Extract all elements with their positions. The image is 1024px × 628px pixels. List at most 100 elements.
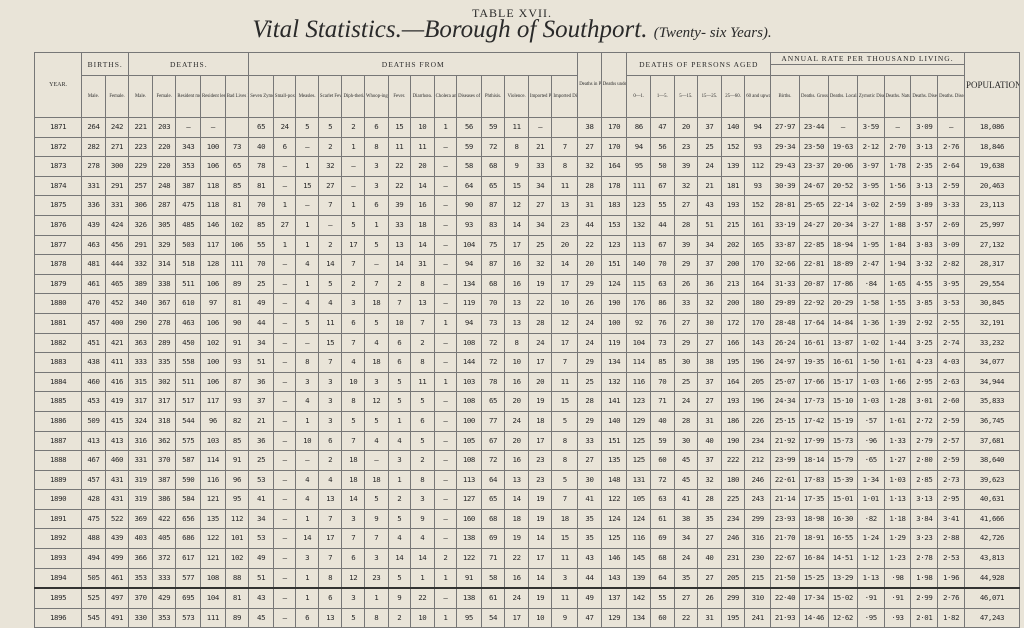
table-cell: 424 — [104, 214, 130, 236]
table-cell: 3·13 — [910, 489, 939, 510]
table-cell: 353 — [151, 607, 177, 628]
table-cell: 11 — [551, 175, 579, 197]
table-cell: 3 — [295, 548, 319, 569]
table-cell: 370 — [128, 587, 153, 609]
table-cell: 2·82 — [937, 254, 965, 275]
table-cell: 29 — [577, 273, 602, 295]
table-cell: 36,745 — [963, 410, 1021, 432]
table-cell: 124 — [600, 508, 628, 530]
table-cell: 10 — [387, 312, 412, 334]
table-cell: 22·85 — [798, 234, 829, 256]
document-header: TABLE XVII. Vital Statistics.—Borough of… — [0, 0, 1024, 44]
table-cell: 106 — [200, 273, 226, 295]
table-cell: 372 — [151, 548, 177, 569]
table-cell: 29 — [673, 332, 699, 354]
table-cell: — — [433, 450, 458, 471]
table-cell: 1 — [433, 117, 458, 138]
group-births: BIRTHS. — [81, 52, 130, 76]
table-row: 1891 475 522 369 422 656 135 112 34—1 7 3 9 5 9—160 68… — [33, 508, 1021, 530]
table-row: 1890 428 431 319 386 584 121 95 41—4 13 14 5 2 3—127 6… — [33, 489, 1021, 510]
table-cell: 43 — [577, 548, 602, 569]
table-cell: 3·01 — [910, 391, 939, 412]
table-cell: 20 — [504, 391, 529, 412]
table-cell: 1·88 — [883, 214, 912, 236]
table-cell: 2·74 — [937, 332, 965, 354]
table-row: 1895 525 497 370 429 695 104 81 43—1 6 3 1 9 22—138 61… — [33, 587, 1021, 609]
table-cell: 1·36 — [856, 312, 885, 334]
table-cell: — — [433, 195, 458, 216]
table-cell: 17 — [317, 528, 343, 550]
table-cell: 2 — [410, 332, 435, 354]
table-cell: 2 — [387, 273, 412, 295]
table-cell: 463 — [81, 234, 106, 256]
col-resident-more: Resident more than One Year — [175, 75, 202, 118]
table-cell: 26 — [577, 293, 602, 314]
table-cell: 70 — [650, 371, 675, 393]
table-cell: — — [295, 450, 319, 471]
table-cell: 1·03 — [856, 391, 885, 412]
table-cell: 94 — [744, 117, 772, 138]
table-cell: 93 — [744, 136, 772, 158]
table-cell: 5 — [341, 410, 365, 432]
table-cell: 3 — [387, 450, 412, 471]
table-cell: 573 — [175, 607, 202, 628]
table-cell: 215 — [744, 567, 772, 589]
table-cell: 3·23 — [910, 528, 939, 550]
table-cell: 33·19 — [770, 214, 800, 236]
table-cell: — — [433, 273, 458, 295]
table-cell: 34 — [673, 528, 699, 550]
table-cell: — — [272, 450, 297, 471]
row-year-cell: 1895 — [33, 587, 83, 609]
table-cell: 1 — [295, 410, 319, 432]
table-cell: 176 — [626, 293, 652, 314]
table-cell: 17·73 — [798, 391, 829, 412]
table-cell: 152 — [720, 136, 746, 158]
col-zymotic: Seven Zymotic Diseases. — [248, 75, 274, 118]
table-cell: 2·59 — [937, 175, 965, 197]
table-cell: 5 — [363, 312, 389, 334]
table-row: 1882 451 421 363 289 450 102 91 34— —15 7 4 6 2—108 72… — [33, 332, 1021, 354]
row-year-cell: 1888 — [33, 450, 83, 471]
table-cell: 77 — [480, 410, 506, 432]
table-cell: 21 — [248, 410, 274, 432]
table-cell: 43 — [697, 195, 722, 216]
table-cell: 3·95 — [856, 175, 885, 197]
table-cell: 27,132 — [963, 234, 1021, 256]
table-cell: 33,232 — [963, 332, 1021, 354]
table-cell: 51 — [697, 214, 722, 236]
table-cell: 73 — [650, 332, 675, 354]
table-cell: 220 — [151, 136, 177, 158]
table-cell: — — [272, 352, 297, 373]
table-cell: 114 — [626, 352, 652, 373]
table-cell: 59 — [650, 430, 675, 452]
table-cell: 12 — [504, 195, 529, 216]
table-cell: 331 — [104, 195, 130, 216]
table-cell: 403 — [128, 528, 153, 550]
table-cell: 64 — [456, 175, 482, 197]
table-cell: 34 — [527, 214, 553, 236]
table-cell: 38,640 — [963, 450, 1021, 471]
table-cell: 475 — [81, 508, 106, 530]
table-cell: 14·51 — [827, 548, 858, 569]
table-cell: 289 — [151, 332, 177, 354]
table-cell: 86 — [650, 293, 675, 314]
table-cell: 5 — [341, 214, 365, 236]
table-cell: 103 — [200, 430, 226, 452]
table-cell: 5 — [410, 391, 435, 412]
table-cell: 94 — [456, 312, 482, 334]
table-cell: 25 — [248, 450, 274, 471]
table-cell: 3 — [363, 175, 389, 197]
table-cell: 18 — [341, 469, 365, 491]
table-cell: — — [272, 587, 297, 609]
table-cell: 41 — [248, 489, 274, 510]
table-cell: 387 — [175, 175, 202, 197]
table-cell: 18,086 — [963, 117, 1021, 138]
table-cell: 2·88 — [937, 528, 965, 550]
table-cell: 23·93 — [770, 508, 800, 530]
table-cell: 14 — [410, 234, 435, 256]
table-cell: 7 — [317, 195, 343, 216]
table-cell: 20·87 — [798, 273, 829, 295]
table-cell: 14 — [527, 528, 553, 550]
table-cell: ·91 — [883, 587, 912, 609]
table-cell: 1 — [295, 508, 319, 530]
